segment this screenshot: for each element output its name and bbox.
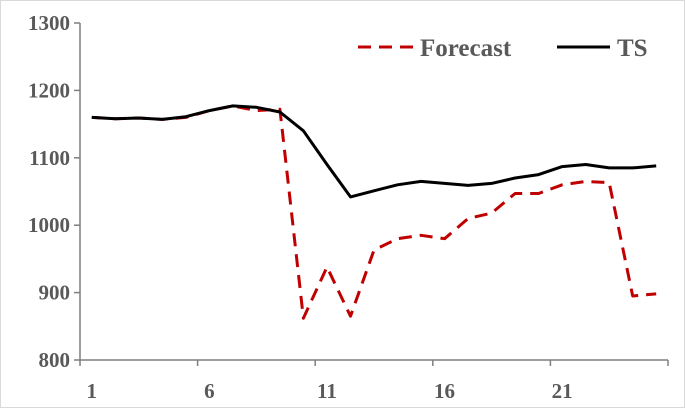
y-tick-label: 1300 [28,11,70,35]
series-lines [91,104,657,320]
y-tick-label: 1000 [28,213,70,237]
y-tick-label: 800 [39,348,71,372]
y-tick-label: 1200 [28,78,70,102]
x-tick-labels: 1 6 11 16 21 [79,360,669,403]
legend: Forecast TS [358,35,648,62]
series-line-ts [91,104,657,199]
legend-ts-label: TS [617,35,648,62]
legend-forecast-label: Forecast [420,35,512,62]
x-tick-label: 6 [204,379,215,403]
y-tick-label: 1100 [29,146,70,170]
series-line-forecast [91,104,657,320]
x-tick-label: 16 [434,379,455,403]
y-tick-labels: 800 900 1000 1100 1200 1300 [28,11,80,372]
y-tick-label: 900 [39,281,71,305]
axes [79,23,668,361]
x-tick-label: 11 [317,379,337,403]
x-tick-label: 21 [552,379,573,403]
x-tick-label: 1 [87,379,98,403]
